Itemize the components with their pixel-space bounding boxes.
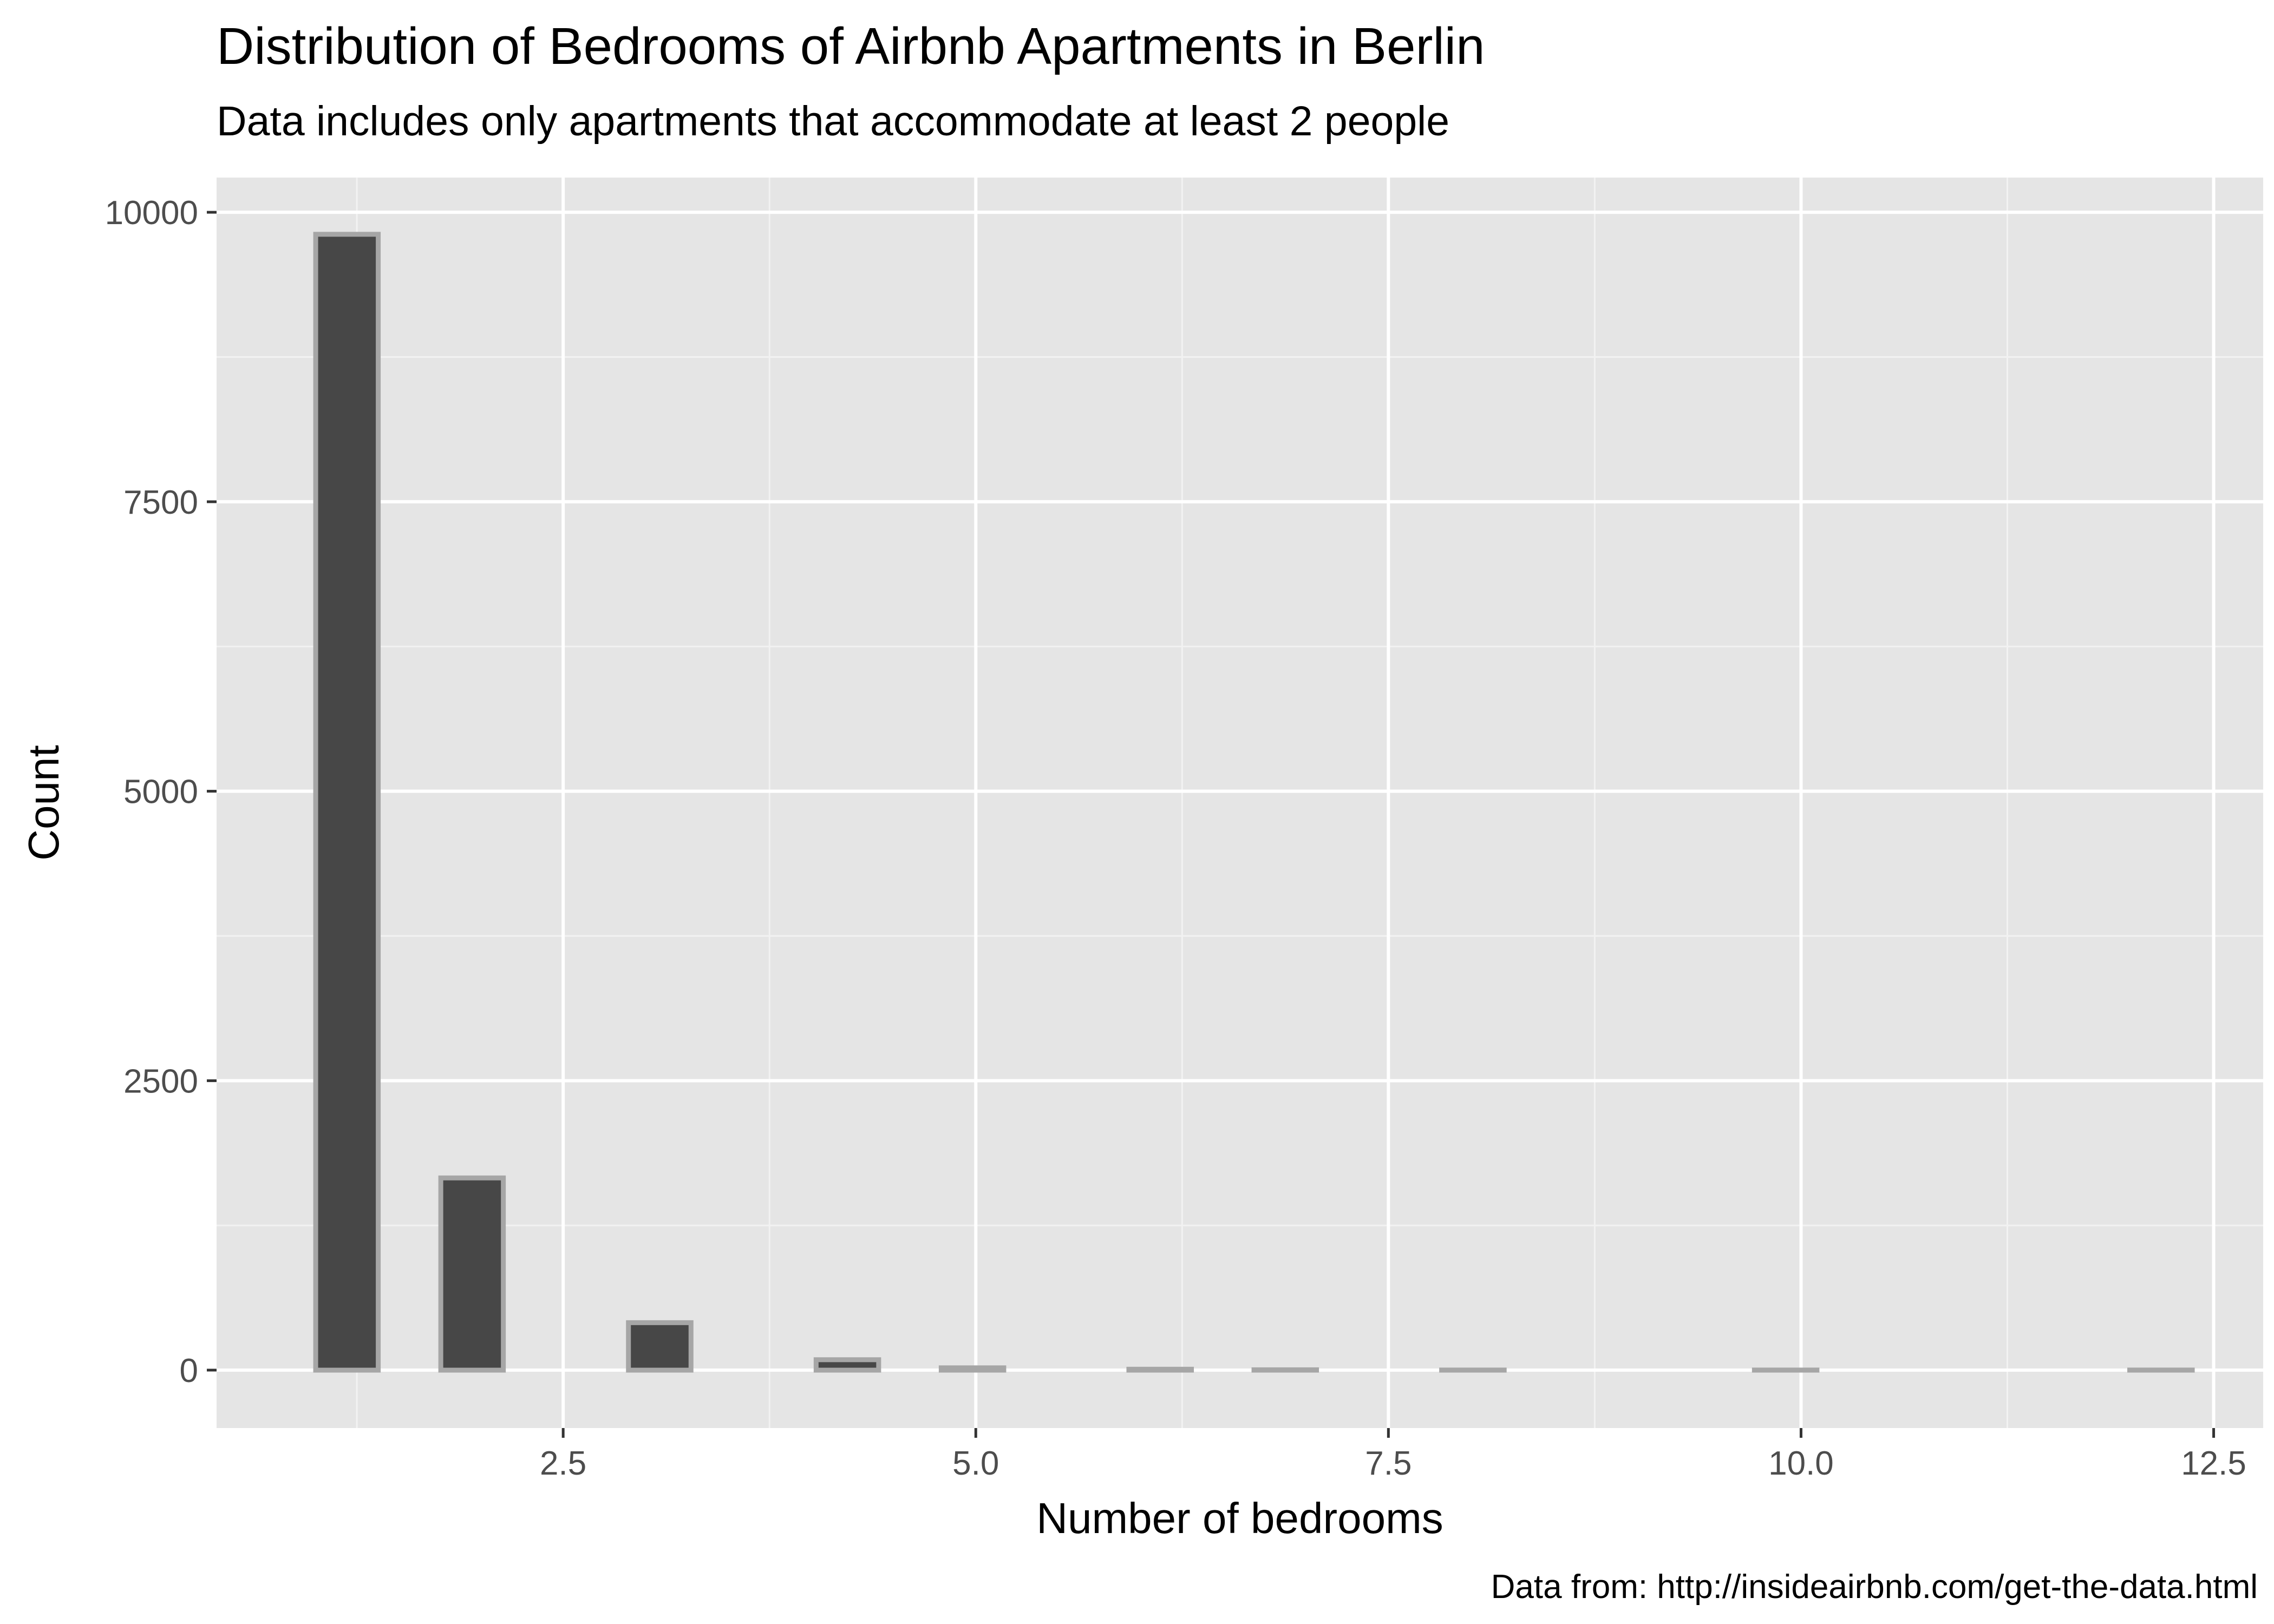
x-tick-label: 5.0 bbox=[952, 1445, 999, 1482]
x-tick-label: 12.5 bbox=[2181, 1445, 2246, 1482]
plot-panel bbox=[217, 178, 2263, 1428]
x-axis-title: Number of bedrooms bbox=[1036, 1494, 1443, 1542]
x-tick-label: 10.0 bbox=[1768, 1445, 1834, 1482]
y-tick-label: 10000 bbox=[105, 194, 198, 232]
y-tick-label: 7500 bbox=[123, 484, 198, 521]
chart-title: Distribution of Bedrooms of Airbnb Apart… bbox=[217, 17, 1485, 75]
histogram-bar bbox=[813, 1357, 881, 1373]
histogram-bar bbox=[938, 1365, 1007, 1373]
data-source-caption: Data from: http://insideairbnb.com/get-t… bbox=[1491, 1568, 2258, 1606]
histogram-bar bbox=[313, 232, 381, 1373]
histogram-bar bbox=[626, 1320, 694, 1373]
x-axis: 2.5 5.0 7.5 10.0 12.5 bbox=[540, 1428, 2246, 1482]
gridlines bbox=[217, 178, 2263, 1428]
chart-subtitle: Data includes only apartments that accom… bbox=[217, 98, 1449, 145]
x-tick-label: 7.5 bbox=[1365, 1445, 1412, 1482]
y-axis-title: Count bbox=[19, 745, 68, 860]
panel-background bbox=[217, 178, 2263, 1428]
x-tick-label: 2.5 bbox=[540, 1445, 586, 1482]
y-tick-label: 0 bbox=[180, 1352, 198, 1390]
histogram-bar bbox=[1126, 1366, 1194, 1373]
y-tick-label: 5000 bbox=[123, 774, 198, 811]
histogram-bars bbox=[313, 232, 2195, 1373]
histogram-bar bbox=[438, 1175, 506, 1373]
y-axis: 0 2500 5000 7500 10000 bbox=[105, 194, 217, 1390]
y-tick-label: 2500 bbox=[123, 1063, 198, 1100]
